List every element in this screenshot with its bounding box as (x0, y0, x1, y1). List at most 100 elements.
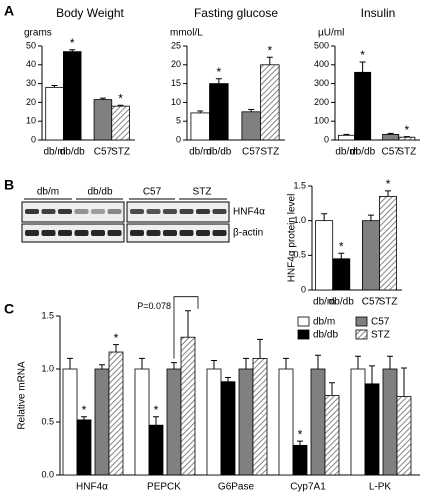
error-bar (153, 416, 159, 426)
error-bar (355, 355, 361, 369)
y-tick-label: 0 (324, 134, 329, 144)
x-tick-label: db/db (350, 147, 375, 158)
blot-band (58, 230, 72, 236)
blot-band (163, 230, 177, 236)
significance-star: * (217, 65, 222, 79)
legend-label: db/db (313, 330, 338, 341)
x-tick-label: G6Pase (218, 482, 255, 493)
blot-group-label: db/db (87, 187, 112, 198)
y-tick-label: 10 (26, 116, 36, 126)
bar (134, 368, 150, 476)
bar (166, 368, 182, 476)
y-tick-label: 20 (171, 59, 181, 69)
x-tick-label: C57 (381, 147, 400, 158)
y-tick-label: 40 (26, 59, 36, 69)
panel-letter: B (4, 177, 14, 193)
bar (382, 368, 398, 476)
bar (206, 368, 222, 476)
error-bar (387, 132, 394, 135)
blot-band (130, 209, 144, 214)
legend-label: STZ (371, 330, 390, 341)
bar (354, 71, 372, 141)
error-bar (315, 354, 321, 369)
significance-star: * (404, 123, 409, 137)
x-tick-label: C57 (362, 297, 381, 308)
blot-band (146, 230, 161, 236)
bar (241, 111, 261, 141)
blot-group-label: C57 (143, 187, 162, 198)
error-bar (401, 367, 407, 397)
y-tick-label: 0 (31, 134, 36, 144)
x-tick-label: PEPCK (147, 482, 181, 493)
x-tick-label: db/db (60, 147, 85, 158)
blot-box (21, 223, 125, 243)
significance-star: * (298, 427, 303, 441)
x-tick-label: db/db (206, 147, 231, 158)
error-bar (359, 61, 366, 73)
bar (238, 368, 254, 476)
blot-band (196, 209, 210, 214)
bar (364, 383, 380, 476)
legend-label: C57 (371, 317, 390, 328)
y-tick-label: 1.0 (41, 363, 54, 373)
y-tick-label: 1.5 (41, 310, 54, 320)
error-bar (185, 310, 191, 338)
bar (76, 419, 92, 476)
significance-star: * (82, 403, 87, 417)
bar (292, 444, 308, 476)
blot-band (107, 230, 122, 236)
bar (62, 368, 78, 476)
bar (111, 105, 130, 141)
y-tick-label: 0 (301, 284, 306, 294)
x-tick-label: STZ (397, 147, 416, 158)
error-bar (343, 133, 350, 136)
blot-box (126, 223, 230, 243)
x-tick-label: Cyp7A1 (290, 482, 326, 493)
chart-title: Fasting glucose (194, 6, 278, 20)
blot-band (74, 209, 89, 214)
blot-band (146, 209, 161, 214)
y-axis-label: µU/ml (318, 28, 344, 39)
y-axis-label: mmol/L (170, 28, 203, 39)
panel-letter: C (4, 301, 14, 317)
error-bar (225, 376, 231, 382)
error-bar (171, 362, 177, 369)
panel-letter: A (4, 3, 14, 19)
error-bar (69, 49, 76, 52)
blot-band (130, 230, 144, 236)
blot-group-label: STZ (193, 187, 212, 198)
significance-star: * (267, 43, 272, 57)
blot-band (41, 230, 56, 236)
x-tick-label: db/m (189, 147, 211, 158)
bar (324, 395, 340, 476)
y-axis-label: HNF4α protein level (287, 194, 298, 283)
bar (350, 368, 366, 476)
chart-title: Insulin (361, 6, 396, 20)
significance-star: * (339, 239, 344, 253)
x-tick-label: STZ (260, 147, 279, 158)
error-bar (266, 56, 273, 65)
y-tick-label: 0.0 (41, 469, 54, 479)
x-tick-label: HNF4α (76, 482, 108, 493)
error-bar (329, 382, 335, 396)
bar (252, 357, 268, 476)
significance-star: * (386, 177, 391, 191)
significance-star: * (70, 36, 75, 50)
error-bar (369, 365, 375, 384)
blot-row-label: β-actin (233, 228, 263, 239)
blot-band (196, 230, 210, 236)
bar (108, 351, 124, 476)
error-bar (387, 355, 393, 369)
bar (209, 83, 229, 141)
y-tick-label: 5 (176, 116, 181, 126)
bar (220, 381, 236, 476)
blot-group-label: db/m (37, 187, 59, 198)
y-tick-label: 30 (26, 78, 36, 88)
legend-swatch (297, 316, 310, 327)
blot-band (25, 230, 39, 236)
error-bar (99, 364, 105, 369)
x-tick-label: C57 (242, 147, 261, 158)
y-tick-label: 25 (171, 40, 181, 50)
blot-box (21, 201, 125, 223)
